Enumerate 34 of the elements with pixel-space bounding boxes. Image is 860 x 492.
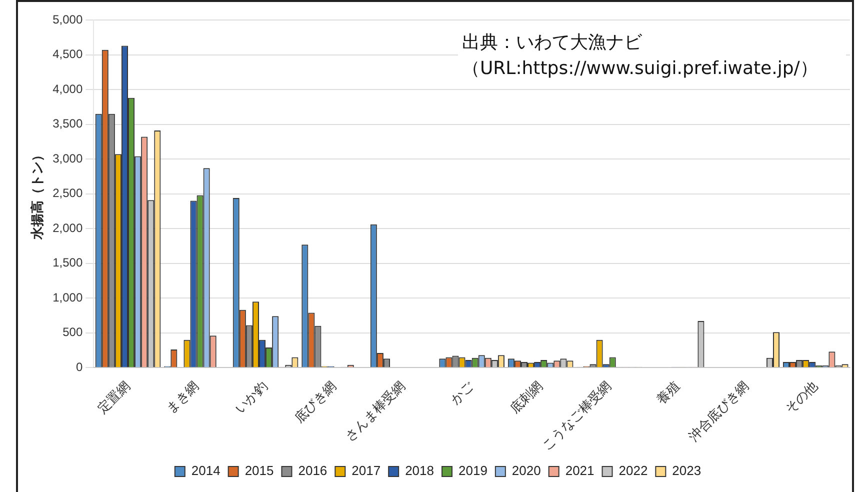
x-tick-label: かご: [447, 377, 478, 408]
y-tick-label: 3,000: [52, 151, 83, 166]
x-tick-label: その他: [782, 378, 820, 416]
y-tick-label: 5,000: [52, 12, 83, 26]
annotation: （URL:https://www.suigi.pref.iwate.jp/）: [462, 57, 819, 81]
legend-label: 2021: [565, 463, 594, 478]
legend-label: 2014: [191, 463, 220, 478]
y-tick-label: 2,500: [52, 186, 83, 200]
legend-label: 2020: [512, 463, 541, 478]
y-tick-label: 0: [76, 360, 83, 374]
y-tick-label: 500: [62, 325, 83, 340]
x-tick-label: 定置網: [94, 378, 133, 416]
x-tick-label: さんま棒受網: [342, 378, 408, 444]
x-tick-label: 底びき網: [292, 378, 339, 426]
y-tick-label: 1,000: [52, 290, 83, 304]
y-tick-label: 4,500: [52, 47, 83, 62]
y-axis-title: 水揚高（トン）: [29, 148, 44, 240]
legend-label: 2015: [244, 463, 274, 478]
x-tick-label: 養殖: [654, 378, 683, 408]
y-tick-label: 2,000: [52, 220, 83, 235]
legend-label: 2018: [405, 463, 434, 478]
x-tick-label: いか釣: [232, 378, 270, 416]
y-tick-label: 4,000: [52, 82, 83, 96]
legend-label: 2016: [298, 463, 328, 478]
legend-label: 2022: [618, 463, 648, 478]
y-tick-label: 1,500: [52, 256, 83, 270]
y-tick-label: 3,500: [52, 116, 83, 131]
x-tick-label: 底刺網: [507, 378, 546, 416]
legend-label: 2023: [672, 463, 702, 478]
x-tick-label: 沖合底びき網: [686, 378, 752, 444]
legend-label: 2017: [352, 463, 381, 478]
legend-label: 2019: [458, 463, 488, 478]
x-tick-label: まき網: [163, 378, 202, 416]
annotation: 出典：いわて大漁ナビ: [462, 31, 642, 55]
